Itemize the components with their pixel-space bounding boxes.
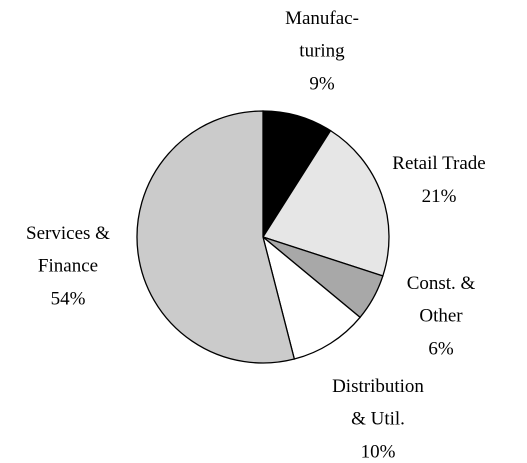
label-line: Const. &: [407, 273, 476, 294]
slice-value: 6%: [428, 338, 454, 359]
label-line: Distribution: [332, 376, 424, 397]
label-line: Retail Trade: [392, 153, 485, 174]
slice-label: Distribution & Util.: [332, 376, 424, 430]
slice-label: Retail Trade: [392, 153, 485, 174]
label-line: Finance: [38, 256, 98, 277]
label-line: & Util.: [351, 409, 405, 430]
pie-slice: [261, 235, 362, 360]
slice-value: 10%: [361, 441, 396, 462]
slice-label: Manufac-turing: [285, 8, 359, 62]
slice-label: Services & Finance: [26, 223, 110, 277]
pie-slice: [136, 110, 296, 364]
label-line: turing: [299, 41, 345, 62]
slice-value: 54%: [51, 288, 86, 309]
label-line: Manufac-: [285, 8, 359, 29]
slice-value: 9%: [309, 73, 335, 94]
pie-slice: [262, 129, 390, 277]
slice-value: 21%: [422, 186, 457, 207]
label-line: Other: [419, 306, 463, 327]
label-line: Services &: [26, 223, 110, 244]
slice-label: Const. & Other: [407, 273, 476, 327]
